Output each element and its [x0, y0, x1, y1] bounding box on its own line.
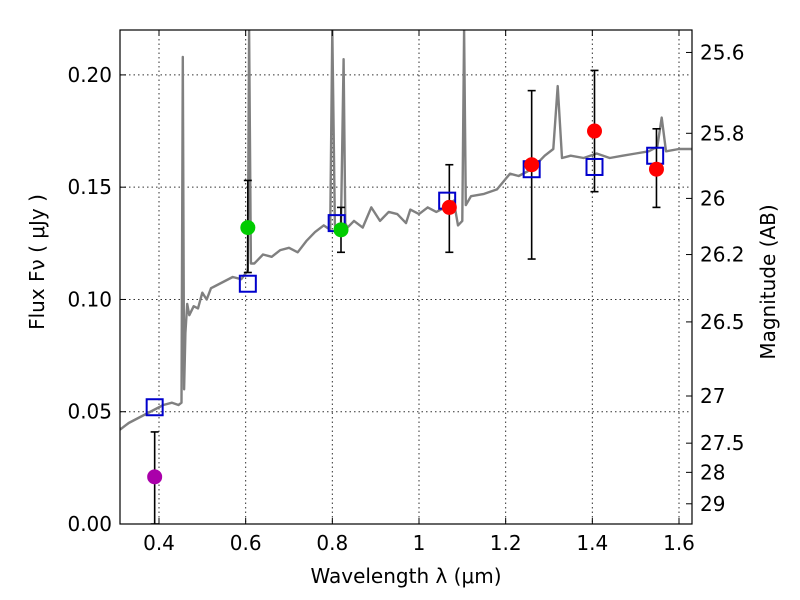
right-tick-label: 27 — [700, 384, 725, 408]
observed-point — [587, 123, 602, 139]
observed-point — [648, 161, 664, 177]
right-tick-label: 26.2 — [700, 243, 745, 267]
y-tick-label: 0.15 — [67, 175, 112, 199]
model-photometry-square — [585, 157, 604, 176]
right-tick-label: 28 — [700, 460, 725, 484]
observed-point — [147, 469, 163, 485]
model-photometry-square — [145, 398, 164, 417]
model-spectrum-line — [120, 30, 692, 431]
x-tick-label: 0.6 — [230, 531, 262, 555]
x-tick-label: 1.6 — [663, 531, 695, 555]
y-tick-label: 0.00 — [67, 512, 112, 536]
plot-frame — [119, 29, 693, 525]
observed-point — [524, 157, 540, 173]
grid-lines — [120, 30, 692, 525]
x-axis-label: Wavelength λ (μm) — [310, 564, 501, 588]
tick-layer: 0.4 0.6 0.8 1 1.2 1.4 1.6 0.00 0.05 0.10 0.15 0.20 2… — [67, 30, 745, 555]
error-bar-layer — [150, 69, 661, 524]
observed-point — [240, 220, 256, 236]
x-tick-label: 0.4 — [143, 531, 175, 555]
y-tick-label: 0.10 — [67, 287, 112, 311]
model-photometry-square — [238, 274, 257, 293]
right-tick-label: 29 — [700, 492, 725, 516]
right-tick-label: 25.8 — [700, 121, 745, 145]
right-tick-label: 27.5 — [700, 431, 745, 455]
y-axis-label: Flux Fν ( μJy ) — [25, 194, 49, 330]
x-tick-label: 1 — [413, 531, 426, 555]
error-bar — [527, 89, 536, 260]
x-tick-label: 1.4 — [576, 531, 608, 555]
right-tick-label: 25.6 — [700, 40, 745, 64]
y-tick-label: 0.05 — [67, 400, 112, 424]
spectrum-layer — [120, 30, 692, 431]
right-tick-label: 26.5 — [700, 310, 745, 334]
y-tick-label: 0.20 — [67, 63, 112, 87]
x-tick-label: 0.8 — [316, 531, 348, 555]
right-tick-label: 26 — [700, 186, 725, 210]
observed-point-layer — [147, 123, 664, 485]
plot-area — [120, 30, 692, 524]
right-axis-label: Magnitude (AB) — [756, 204, 780, 359]
observed-point — [333, 222, 349, 238]
observed-point — [441, 199, 457, 215]
x-tick-label: 1.2 — [490, 531, 522, 555]
